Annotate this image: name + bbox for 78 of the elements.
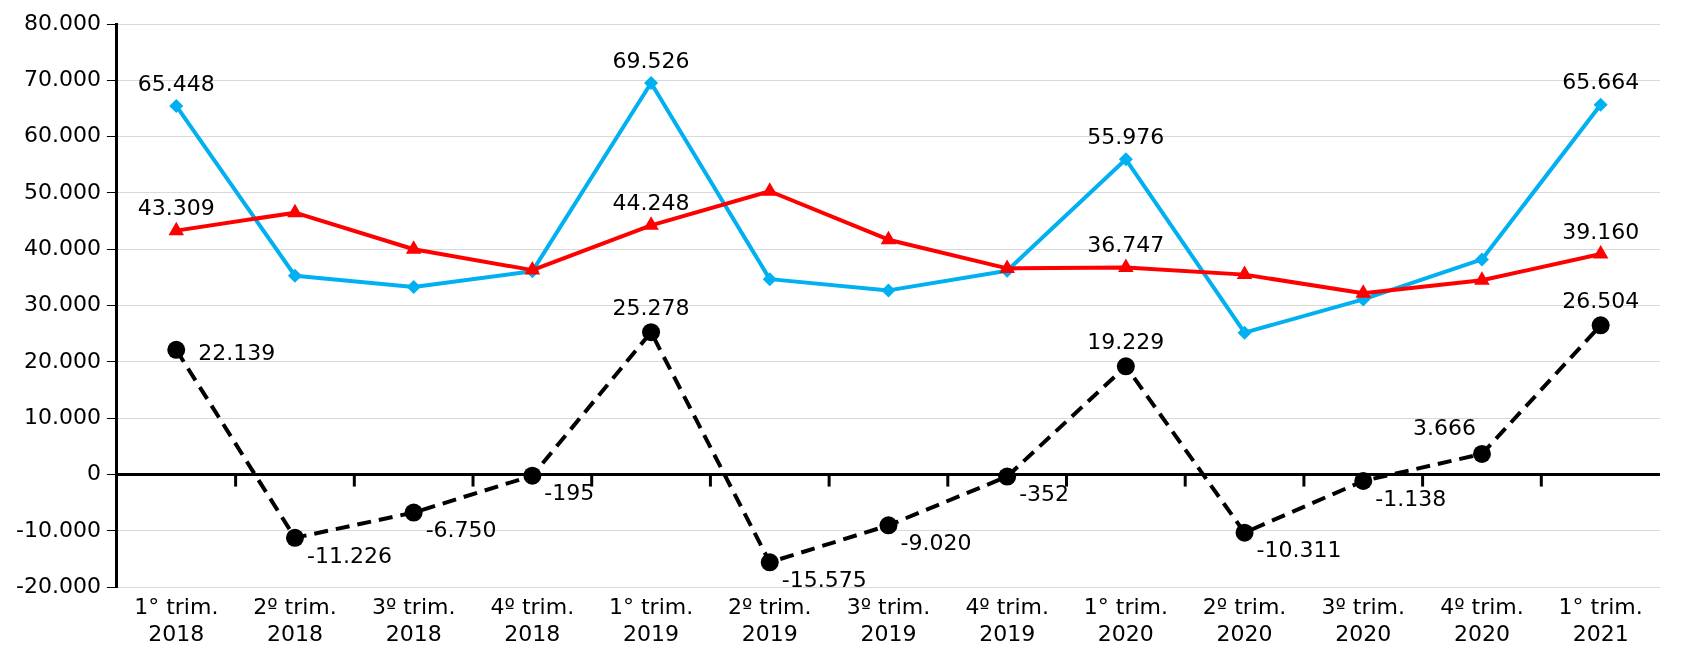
x-tick-label: 2º trim. 2020 <box>1202 594 1287 646</box>
x-tick-label: 4º trim. 2019 <box>965 594 1049 646</box>
point <box>1592 245 1609 259</box>
point <box>762 272 777 287</box>
point <box>405 240 422 254</box>
x-tick-label: 4º trim. 2018 <box>490 594 575 646</box>
point <box>1116 357 1135 376</box>
data-label: 39.160 <box>1562 218 1640 244</box>
y-tick-label: 50.000 <box>23 178 101 204</box>
point <box>404 503 423 522</box>
y-tick-label: 70.000 <box>23 66 101 92</box>
data-label: -9.020 <box>900 530 972 556</box>
point <box>1591 316 1610 335</box>
point <box>1118 152 1133 167</box>
data-label: -352 <box>1019 481 1070 507</box>
y-tick-label: 80.000 <box>23 9 101 35</box>
point <box>1236 265 1253 280</box>
data-label: 43.309 <box>137 195 215 221</box>
x-tick-label: 2º trim. 2018 <box>253 594 337 646</box>
y-tick-label: 60.000 <box>23 122 101 148</box>
data-label: -15.575 <box>781 567 867 592</box>
data-label: 25.278 <box>612 294 690 320</box>
point <box>169 98 184 113</box>
data-label: -195 <box>544 480 595 506</box>
data-label: -1.138 <box>1375 485 1447 511</box>
data-label: 65.448 <box>137 70 215 96</box>
data-label: 19.229 <box>1087 328 1165 354</box>
x-tick-label: 1° trim. 2018 <box>134 594 219 646</box>
x-tick-label: 4º trim. 2020 <box>1440 594 1524 646</box>
data-label: 65.664 <box>1562 69 1640 95</box>
point <box>168 221 185 236</box>
point <box>285 528 304 547</box>
y-tick-label: -10.000 <box>16 516 101 542</box>
point <box>1472 444 1491 463</box>
data-label: -10.311 <box>1256 537 1342 563</box>
point <box>644 75 659 90</box>
point <box>1355 284 1372 298</box>
point <box>761 182 778 196</box>
point <box>1474 271 1490 285</box>
data-label: 26.504 <box>1562 288 1640 314</box>
point <box>1474 252 1489 267</box>
data-label: -11.226 <box>306 542 392 568</box>
x-tick-label: 3º trim. 2019 <box>846 594 931 646</box>
point <box>881 283 896 298</box>
point <box>880 230 897 245</box>
point <box>1237 325 1252 340</box>
x-tick-label: 2º trim. 2019 <box>727 594 812 646</box>
y-tick-label: -20.000 <box>16 572 101 598</box>
data-label: 3.666 <box>1412 414 1476 440</box>
y-tick-label: 30.000 <box>23 291 101 317</box>
data-label: 22.139 <box>198 339 276 365</box>
data-label: 44.248 <box>612 190 690 216</box>
x-tick-label: 1° trim. 2021 <box>1558 594 1643 646</box>
data-label: -6.750 <box>425 517 497 543</box>
point <box>879 516 898 535</box>
point <box>1593 97 1608 112</box>
point <box>643 216 659 230</box>
y-tick-label: 20.000 <box>23 347 101 373</box>
x-tick-label: 3º trim. 2020 <box>1321 594 1406 646</box>
point <box>642 323 661 342</box>
x-tick-label: 3º trim. 2018 <box>371 594 456 646</box>
x-tick-label: 1° trim. 2020 <box>1083 594 1168 646</box>
y-tick-label: 40.000 <box>23 235 101 260</box>
point <box>760 553 779 572</box>
data-label: 69.526 <box>612 47 690 73</box>
point <box>1118 258 1134 273</box>
point <box>999 259 1015 273</box>
y-tick-label: 10.000 <box>23 403 101 429</box>
point <box>1235 523 1254 542</box>
point <box>287 268 302 283</box>
point <box>167 340 186 359</box>
point <box>287 203 303 218</box>
point <box>406 280 421 295</box>
point <box>524 261 541 275</box>
data-label: 36.747 <box>1087 232 1165 258</box>
x-tick-label: 1° trim. 2019 <box>608 594 694 646</box>
data-label: 55.976 <box>1087 124 1165 150</box>
y-tick-label: 0 <box>86 460 101 486</box>
